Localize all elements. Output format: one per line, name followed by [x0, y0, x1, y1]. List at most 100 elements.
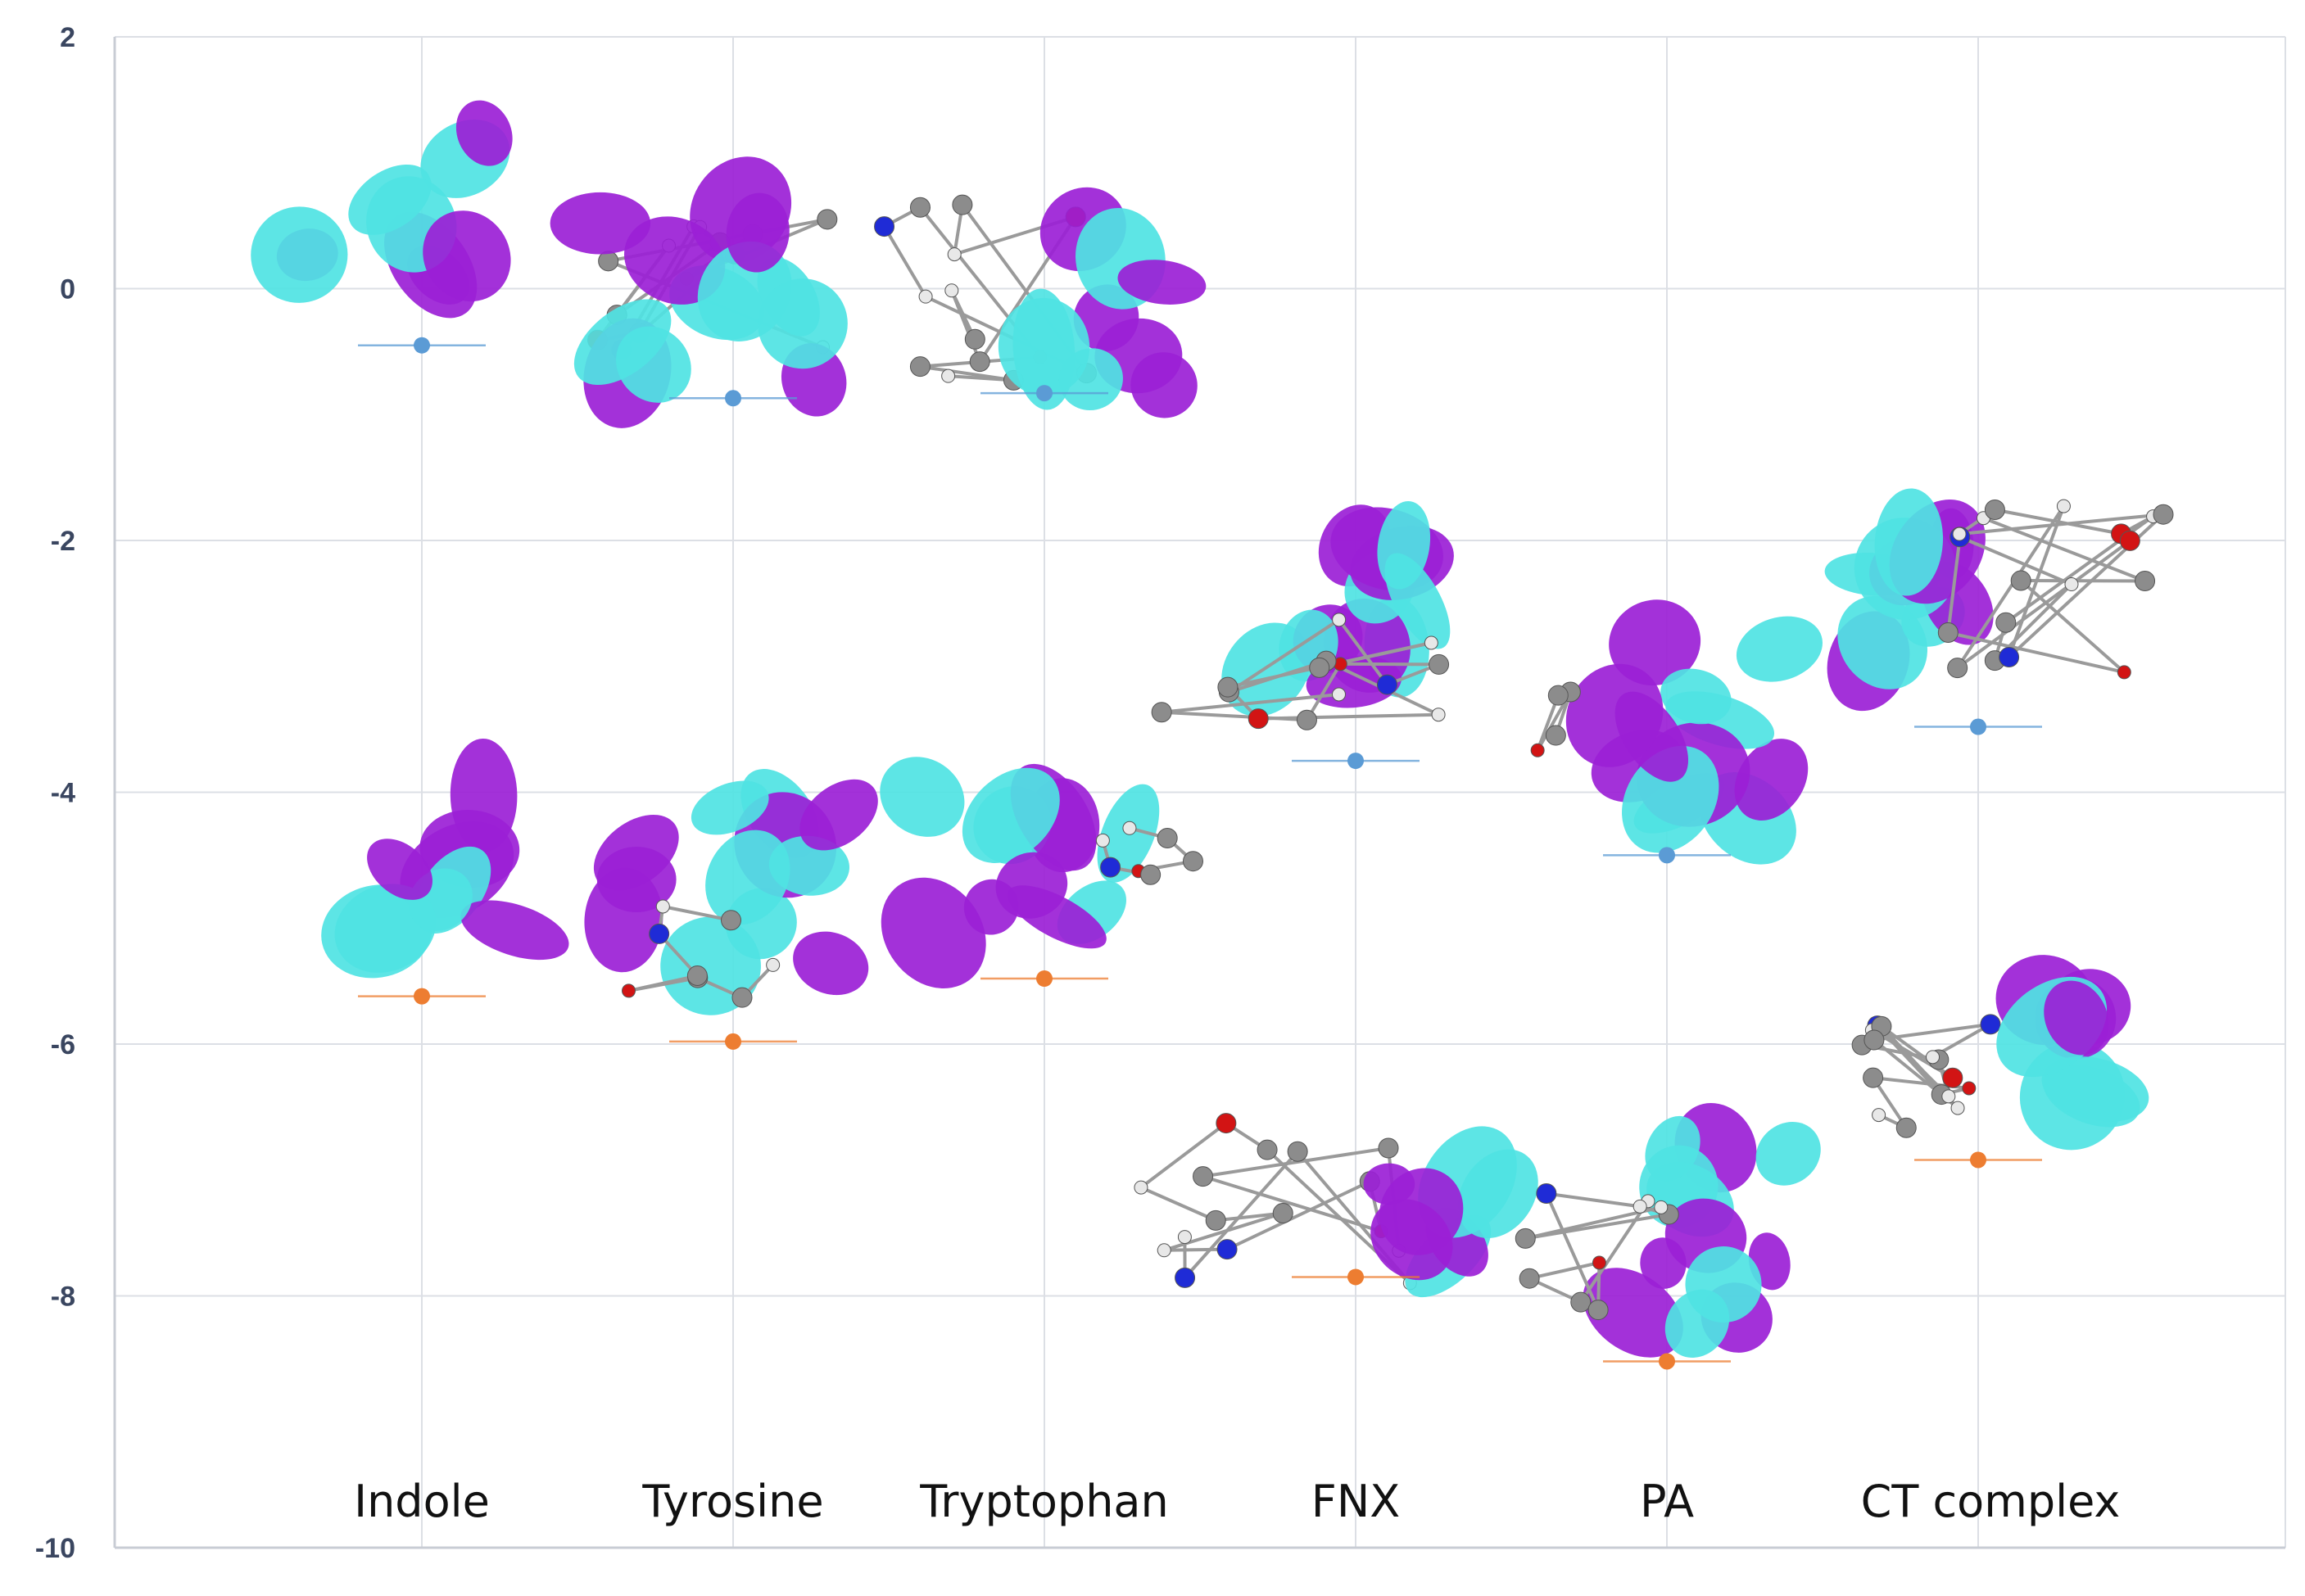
atom: [952, 194, 973, 215]
atom: [1519, 1268, 1540, 1289]
lumo-point: [1970, 718, 1986, 735]
atom: [1216, 1239, 1238, 1260]
atom: [909, 356, 931, 378]
atom: [1570, 1291, 1592, 1313]
atom: [1217, 676, 1239, 698]
bond: [1184, 1150, 1299, 1279]
atom: [947, 247, 962, 262]
atom: [1248, 708, 1269, 730]
atom: [1429, 653, 1450, 675]
atom: [1926, 1050, 1940, 1065]
orbital-lobe-positive: [423, 210, 511, 302]
atom: [1376, 674, 1397, 695]
bond: [1579, 1200, 1650, 1304]
atom: [1984, 499, 2005, 520]
atom: [1592, 1255, 1606, 1270]
orbital-lobe-negative: [691, 780, 769, 835]
bond: [2007, 505, 2066, 658]
orbital-lobe-positive: [460, 900, 569, 961]
atom: [2119, 530, 2140, 551]
bond: [1528, 1261, 1600, 1281]
atom: [874, 216, 895, 237]
orbital-lobe-negative: [1685, 1246, 1762, 1323]
bond: [1140, 1186, 1217, 1223]
bond: [882, 225, 927, 298]
homo-point: [1347, 1268, 1364, 1286]
atom: [1257, 1139, 1278, 1160]
atom: [731, 987, 753, 1008]
atom: [1193, 1166, 1214, 1187]
homo-point: [1970, 1151, 1986, 1169]
orbital-lobe-negative: [1622, 745, 1719, 853]
bond: [1955, 505, 2066, 669]
atom: [2153, 504, 2174, 525]
atom: [964, 328, 985, 350]
atom: [1175, 1267, 1196, 1288]
orbital-lobe-negative: [616, 326, 691, 403]
atom: [1872, 1108, 1886, 1123]
atom: [817, 209, 838, 230]
lumo-point: [414, 337, 430, 354]
atom: [1995, 612, 2017, 633]
atom: [766, 957, 781, 972]
atom: [1863, 1029, 1885, 1051]
orbital-lobe-positive: [799, 779, 878, 851]
bond: [1959, 535, 2072, 586]
bond: [1873, 1022, 1991, 1042]
orbital-lobe-negative: [962, 767, 1060, 863]
atom: [1296, 709, 1317, 730]
y-tick-label: 0: [60, 274, 75, 305]
bond: [1956, 539, 2131, 670]
atom: [1095, 833, 1110, 848]
atom: [941, 368, 956, 383]
orbital-lobe-negative: [1874, 488, 1944, 596]
bond: [1946, 536, 1962, 633]
molecular-orbitals: [251, 100, 2174, 1358]
bond: [1546, 1191, 1641, 1209]
atom: [1134, 1180, 1148, 1195]
orbital-lobe-positive: [1565, 663, 1664, 767]
orbital-lobe-positive: [726, 192, 790, 273]
bond: [1202, 1146, 1389, 1178]
atom: [1151, 702, 1172, 723]
atom: [1937, 622, 1959, 644]
orbital-lobe-negative: [1736, 616, 1823, 682]
orbital-lobe-positive: [793, 931, 869, 996]
atom: [1587, 1300, 1609, 1321]
orbital-lobe-positive: [455, 100, 513, 166]
atom: [1530, 743, 1545, 757]
category-label: FNX: [1311, 1476, 1400, 1527]
y-tick-label: -6: [51, 1029, 75, 1060]
atom: [1157, 828, 1178, 849]
orbital-lobe-positive: [596, 846, 677, 912]
atom: [1515, 1228, 1536, 1249]
bond: [662, 905, 731, 922]
orbital-lobe-negative: [251, 206, 348, 303]
atom: [1633, 1199, 1647, 1214]
atom: [649, 923, 670, 944]
atom: [1947, 658, 1968, 679]
orbital-lobe-negative: [705, 830, 790, 925]
lumo-point: [1659, 847, 1675, 864]
atom: [1177, 1230, 1192, 1245]
energy-levels: [358, 337, 2042, 1370]
atom: [1536, 1183, 1557, 1205]
atom: [1999, 647, 2020, 668]
bond: [1202, 1174, 1382, 1233]
atom: [909, 197, 931, 218]
atom: [622, 983, 636, 998]
orbital-lobe-positive: [367, 839, 432, 900]
y-axis-ticks: 2 0 -2 -4 -6 -8 -10: [35, 22, 75, 1564]
atom: [918, 289, 933, 304]
atom: [1547, 685, 1569, 706]
orbital-lobe-negative: [1058, 348, 1123, 411]
atom: [1980, 1014, 2001, 1035]
bond: [1959, 513, 2164, 536]
atom: [2064, 577, 2079, 592]
atom: [1205, 1209, 1226, 1231]
atom: [1309, 657, 1330, 678]
atom: [1122, 821, 1137, 835]
atom: [1157, 1243, 1171, 1258]
atom: [969, 351, 990, 373]
